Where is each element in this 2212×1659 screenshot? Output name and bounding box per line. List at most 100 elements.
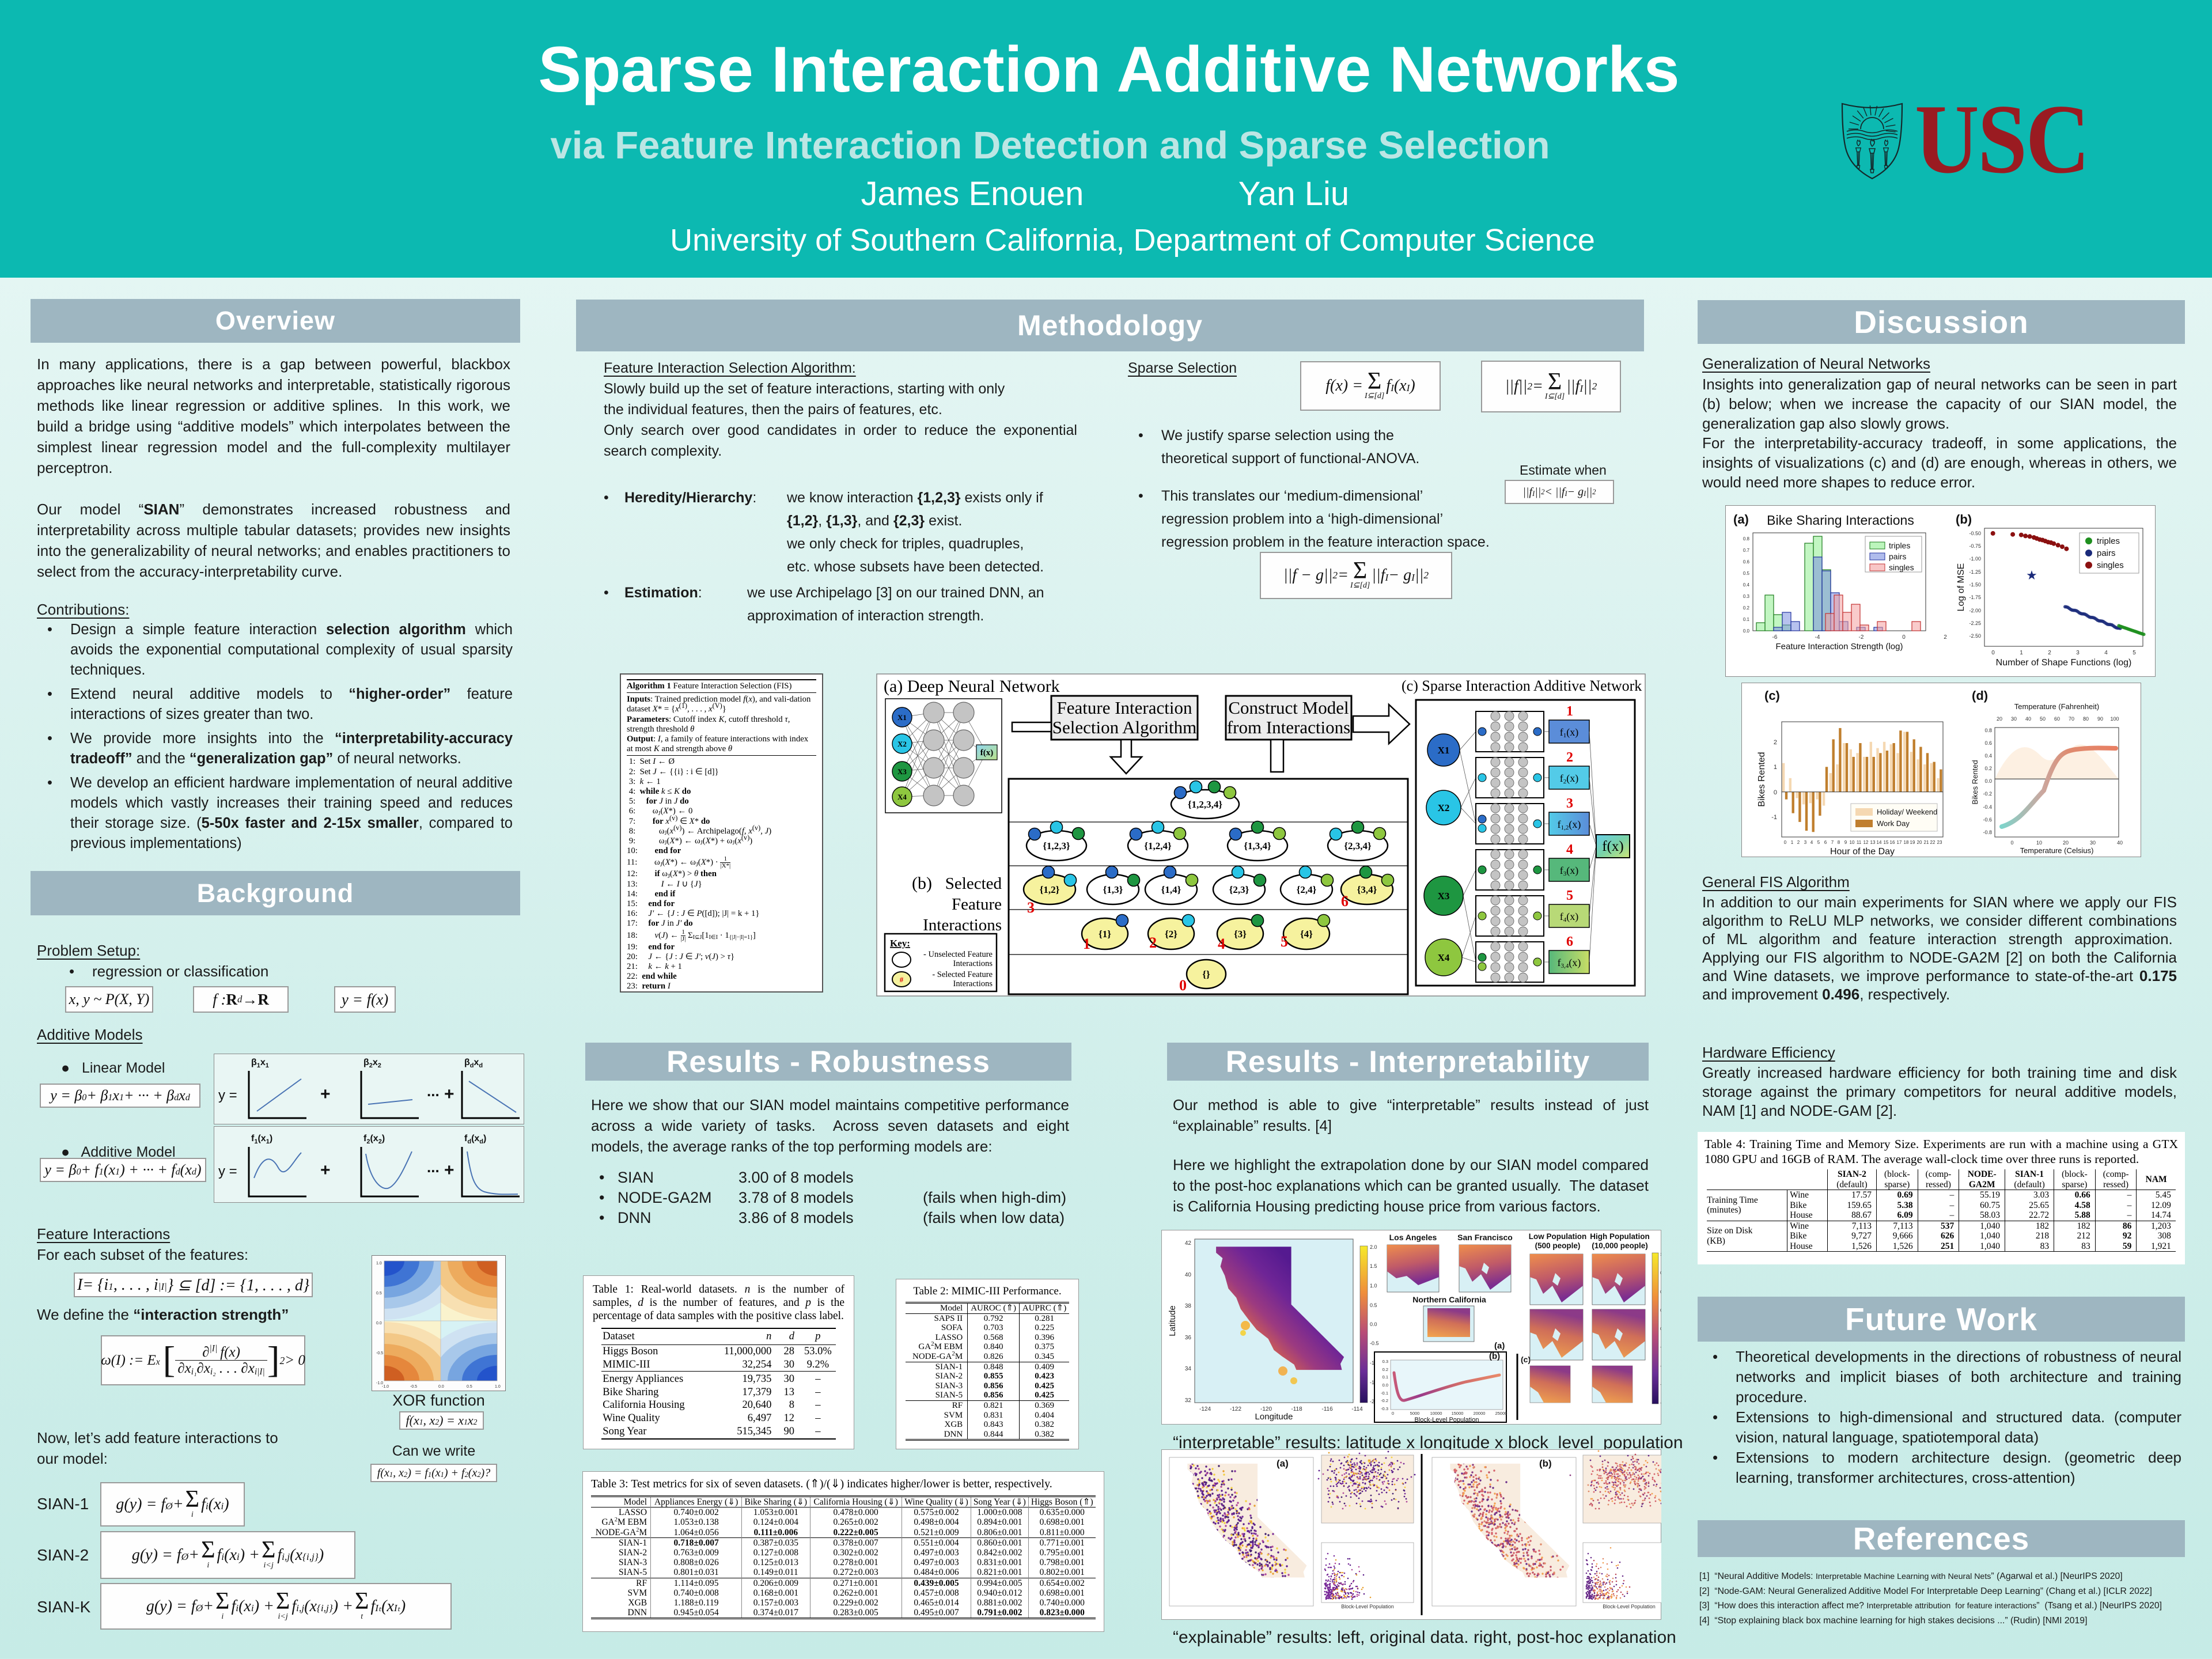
svg-text:12: 12 xyxy=(1863,840,1869,845)
svg-text:(b): (b) xyxy=(1489,1351,1500,1361)
svg-text:4: 4 xyxy=(2104,650,2108,656)
svg-text:βdxd: βdxd xyxy=(464,1058,483,1069)
svg-text:0: 0 xyxy=(1179,977,1187,994)
svg-text:f1(x): f1(x) xyxy=(1560,726,1579,739)
svg-text:0.6: 0.6 xyxy=(1743,559,1750,565)
svg-text:Number of Shape Functions (log: Number of Shape Functions (log) xyxy=(1996,658,2132,668)
svg-text:0.1: 0.1 xyxy=(1382,1374,1388,1380)
svg-text:3: 3 xyxy=(1566,796,1573,811)
svg-text:Construct Model: Construct Model xyxy=(1228,698,1349,718)
svg-text:-0.6: -0.6 xyxy=(1983,817,1992,823)
svg-text:Longitude: Longitude xyxy=(1255,1412,1293,1422)
svg-text:Bike Sharing Interactions: Bike Sharing Interactions xyxy=(1767,513,1914,528)
svg-text:5: 5 xyxy=(1817,840,1820,845)
svg-text:19: 19 xyxy=(1910,840,1915,845)
svg-text:-122: -122 xyxy=(1230,1406,1241,1412)
svg-text:4: 4 xyxy=(1218,935,1225,952)
svg-text:β1x1: β1x1 xyxy=(251,1058,269,1069)
svg-text:1: 1 xyxy=(2020,650,2023,656)
svg-text:-0.2: -0.2 xyxy=(1381,1398,1388,1403)
svg-text:30: 30 xyxy=(2090,840,2096,846)
svg-text:4: 4 xyxy=(1566,842,1573,857)
svg-text:{1,2,4}: {1,2,4} xyxy=(1144,840,1172,851)
svg-text:5000: 5000 xyxy=(1410,1411,1420,1416)
svg-text:X1: X1 xyxy=(897,713,907,722)
svg-text:0.0: 0.0 xyxy=(1984,778,1992,784)
svg-text:18: 18 xyxy=(1904,840,1909,845)
svg-text:1.5: 1.5 xyxy=(1370,1263,1377,1269)
svg-text:#: # xyxy=(900,975,904,984)
svg-text:Holiday/ Weekend: Holiday/ Weekend xyxy=(1877,808,1937,816)
svg-text:60: 60 xyxy=(2054,716,2060,722)
svg-text:X2: X2 xyxy=(897,740,907,748)
svg-text:0.7: 0.7 xyxy=(1743,548,1750,553)
svg-text:Selected: Selected xyxy=(945,874,1002,893)
svg-text:0.8: 0.8 xyxy=(1984,728,1992,733)
svg-text:triples: triples xyxy=(1889,541,1910,550)
svg-text:(a): (a) xyxy=(1733,512,1749,527)
svg-text:1: 1 xyxy=(1083,935,1090,952)
svg-text:Temperature (Celsius): Temperature (Celsius) xyxy=(2020,846,2094,855)
svg-text:{1,4}: {1,4} xyxy=(1161,884,1181,895)
svg-text:100: 100 xyxy=(2110,716,2119,722)
svg-text:{1,2}: {1,2} xyxy=(1040,884,1060,895)
svg-text:-0.4: -0.4 xyxy=(1983,804,1992,810)
svg-text:2: 2 xyxy=(2048,650,2051,656)
svg-text:f3(x): f3(x) xyxy=(1560,865,1579,877)
svg-text:6: 6 xyxy=(1824,840,1827,845)
svg-text:40: 40 xyxy=(1185,1272,1192,1278)
svg-text:+: + xyxy=(320,1161,331,1180)
svg-text:20: 20 xyxy=(1997,716,2002,722)
svg-text:Latitude: Latitude xyxy=(1168,1305,1177,1336)
svg-text:X3: X3 xyxy=(897,767,907,776)
svg-text:23: 23 xyxy=(1937,840,1942,845)
svg-text:-2.50: -2.50 xyxy=(1969,633,1981,639)
svg-text:7: 7 xyxy=(1831,840,1834,845)
svg-text:2: 2 xyxy=(1774,739,1777,746)
svg-text:(b): (b) xyxy=(1539,1458,1552,1469)
svg-text:32: 32 xyxy=(1185,1397,1192,1404)
svg-text:0.0: 0.0 xyxy=(1382,1382,1388,1388)
svg-text:0.5: 0.5 xyxy=(1370,1302,1377,1308)
svg-text:pairs: pairs xyxy=(2097,548,2116,558)
svg-text:Bikes Rented: Bikes Rented xyxy=(1971,760,1979,804)
svg-text:0.0: 0.0 xyxy=(438,1385,444,1389)
svg-text:1: 1 xyxy=(1566,704,1573,719)
svg-text:0.00: 0.00 xyxy=(1660,1327,1661,1331)
svg-text:+: + xyxy=(444,1161,454,1180)
svg-text:50: 50 xyxy=(2040,716,2046,722)
svg-text:Feature: Feature xyxy=(952,895,1002,914)
svg-text:{4}: {4} xyxy=(1300,929,1313,940)
svg-text:(a): (a) xyxy=(1277,1458,1289,1469)
svg-text:36: 36 xyxy=(1185,1335,1192,1341)
svg-text:(a): (a) xyxy=(1494,1341,1505,1351)
svg-text:0.5: 0.5 xyxy=(467,1385,472,1389)
svg-text:Feature Interaction Strength (: Feature Interaction Strength (log) xyxy=(1776,642,1903,652)
svg-text:1.00: 1.00 xyxy=(1660,1253,1661,1257)
svg-text:-1.00: -1.00 xyxy=(1660,1402,1661,1406)
svg-text:-114: -114 xyxy=(1351,1406,1363,1412)
svg-text:Los Angeles: Los Angeles xyxy=(1389,1233,1437,1242)
svg-text:9: 9 xyxy=(1844,840,1847,845)
svg-text:-124: -124 xyxy=(1199,1406,1211,1412)
svg-text:{2,4}: {2,4} xyxy=(1297,884,1317,895)
svg-text:10: 10 xyxy=(2036,840,2042,846)
svg-text:5: 5 xyxy=(1566,888,1573,903)
svg-text:-2: -2 xyxy=(1859,634,1864,641)
svg-text:Block-Level Population: Block-Level Population xyxy=(1415,1416,1479,1423)
svg-text:-2.00: -2.00 xyxy=(1969,608,1981,613)
svg-text:0.1: 0.1 xyxy=(1743,617,1750,622)
svg-text:...: ... xyxy=(427,1158,440,1176)
svg-text:6: 6 xyxy=(1341,893,1349,910)
svg-text:{2,3}: {2,3} xyxy=(1229,884,1249,895)
svg-text:-1.50: -1.50 xyxy=(1969,582,1981,588)
svg-text:0: 0 xyxy=(1392,1411,1394,1416)
svg-text:Northern California: Northern California xyxy=(1412,1295,1486,1304)
svg-text:0.5: 0.5 xyxy=(376,1291,382,1296)
svg-text:0.3: 0.3 xyxy=(1743,594,1750,599)
svg-text:3: 3 xyxy=(2076,650,2080,656)
svg-text:-4: -4 xyxy=(1815,634,1820,641)
svg-text:0.0: 0.0 xyxy=(376,1321,382,1325)
svg-text:(c): (c) xyxy=(1764,688,1780,703)
svg-text:0.4: 0.4 xyxy=(1984,753,1992,759)
